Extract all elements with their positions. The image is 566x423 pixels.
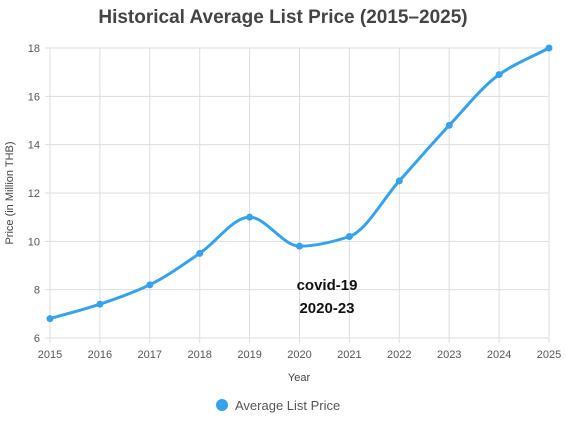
y-tick-label: 12: [28, 188, 40, 200]
chart-title: Historical Average List Price (2015–2025…: [98, 7, 467, 28]
data-point: [96, 300, 104, 308]
legend-marker-icon: [216, 399, 228, 411]
y-axis-label: Price (in Million THB): [4, 141, 16, 244]
y-tick-label: 16: [28, 91, 40, 103]
legend-label: Average List Price: [235, 398, 340, 413]
x-tick-label: 2022: [387, 349, 411, 361]
y-tick-label: 18: [28, 43, 40, 55]
y-tick-label: 10: [28, 236, 40, 248]
data-point: [146, 281, 154, 289]
x-tick-label: 2021: [337, 349, 361, 361]
x-tick-label: 2018: [187, 349, 211, 361]
x-tick-label: 2016: [88, 349, 112, 361]
y-axis-ticks: 6 8 10 12 14 16 18: [28, 43, 40, 345]
y-tick-label: 6: [34, 333, 40, 345]
data-point: [445, 121, 453, 129]
covid-annotation-line1: covid-19: [297, 277, 358, 294]
data-point: [395, 177, 403, 185]
x-tick-label: 2017: [138, 349, 162, 361]
y-tick-label: 8: [34, 285, 40, 297]
x-axis-label: Year: [288, 372, 311, 384]
data-point: [196, 249, 204, 257]
x-tick-label: 2025: [537, 349, 561, 361]
covid-annotation-line2: 2020-23: [299, 300, 354, 317]
x-tick-label: 2019: [237, 349, 261, 361]
grid: [45, 47, 550, 343]
legend: Average List Price: [216, 398, 340, 413]
y-tick-label: 14: [28, 140, 40, 152]
data-point: [296, 242, 303, 250]
data-point: [46, 315, 54, 323]
series-average-list-price: [46, 44, 553, 323]
x-axis-ticks: 2015 2016 2017 2018 2019 2020 2021 2022 2023 2024…: [38, 349, 561, 361]
x-tick-label: 2020: [287, 349, 311, 361]
data-point: [246, 213, 254, 221]
x-tick-label: 2024: [487, 349, 511, 361]
data-point: [495, 71, 503, 79]
data-point: [545, 44, 553, 52]
x-tick-label: 2023: [437, 349, 461, 361]
x-tick-label: 2015: [38, 349, 62, 361]
data-point: [345, 233, 353, 240]
